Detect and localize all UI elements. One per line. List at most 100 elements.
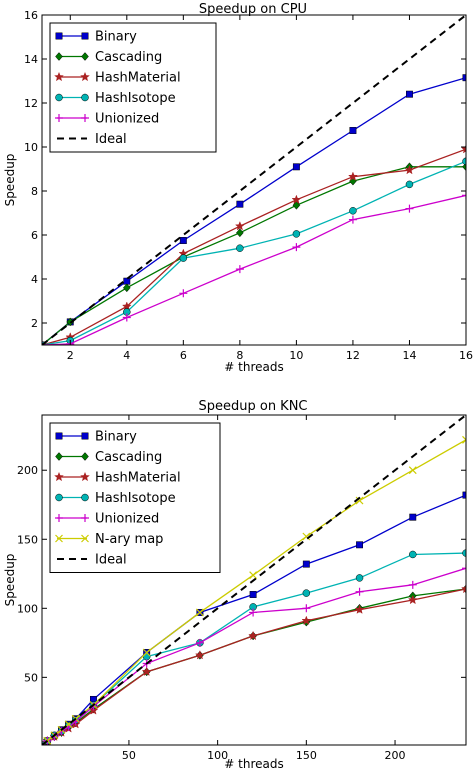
knc-speedup-chart: Speedup on KNC 50 100 150 200 50 100 150 200 #… [3,399,467,771]
data-point-unionized [462,564,466,573]
y-tick-label: 100 [17,602,38,615]
legend-item-unionized: Unionized [55,112,159,127]
legend-label: Unionized [95,112,159,127]
y-tick-label: 16 [24,9,38,22]
data-point-hashisotope [405,180,414,189]
legend-label: HashIsotope [95,91,176,106]
legend: Binary Cascading HashMaterial HashIsotope Un… [49,22,217,153]
legend-label: Cascading [95,450,162,465]
legend-marker [55,52,63,61]
x-tick-label: 8 [236,349,243,362]
series-unionized [42,191,466,345]
legend-marker [81,493,89,502]
data-point-unionized [122,313,131,322]
data-point-binary [236,200,244,208]
data-point-unionized [408,580,417,589]
y-tick-label: 50 [24,671,38,684]
legend-item-cascading: Cascading [55,450,162,465]
plot-marks [42,415,466,745]
legend-label: Cascading [95,50,162,65]
data-point-hashisotope [179,254,188,262]
data-point-hashmaterial [194,650,205,660]
series-hashmaterial [42,143,466,345]
legend-marker [81,114,89,122]
legend-marker [54,71,64,82]
y-tick-label: 6 [31,229,38,242]
data-point-unionized [249,608,258,617]
data-point-unionized [292,243,301,252]
data-point-binary [302,560,310,568]
x-tick-label: 14 [402,349,416,362]
data-point-binary [349,127,357,134]
data-point-cascading [236,228,244,238]
legend: Binary Cascading HashMaterial HashIsotope Un… [49,422,221,573]
data-point-n-ary-map [462,435,466,444]
data-point-binary [292,163,300,171]
x-ticks: 50 100 150 200 [122,415,406,762]
data-point-hashisotope [349,207,357,215]
data-point-n-ary-map [408,466,417,475]
legend-label: Ideal [95,132,127,147]
data-point-unionized [348,215,357,224]
legend-item-cascading: Cascading [55,50,162,65]
data-point-unionized [302,604,311,613]
y-ticks: 50 100 150 200 [17,464,466,684]
legend-marker [81,93,89,102]
data-point-n-ary-map [195,608,204,617]
data-point-binary [179,237,187,244]
legend-marker [55,493,63,502]
data-point-hashmaterial [347,171,358,181]
legend-item-ideal: Ideal [57,132,127,147]
y-tick-label: 14 [24,53,38,66]
legend-item-hashmaterial: HashMaterial [54,71,181,86]
legend-item-hashmaterial: HashMaterial [54,471,181,486]
x-tick-label: 16 [459,349,473,362]
data-point-unionized [405,204,414,213]
legend-marker [81,514,89,522]
legend-box [49,22,217,153]
data-point-hashisotope [462,157,466,166]
legend-item-hashisotope: HashIsotope [55,491,176,506]
data-point-hashmaterial [234,220,245,231]
legend-marker [55,114,63,122]
data-point-hashmaterial [301,615,312,625]
x-axis-label: # threads [224,757,283,771]
legend-marker [55,514,63,522]
series-cascading [42,162,466,345]
x-tick-label: 200 [385,749,406,762]
legend-item-unionized: Unionized [55,512,159,527]
legend-marker [81,52,89,61]
data-point-hashmaterial [354,604,365,614]
legend-item-ideal: Ideal [57,553,127,568]
data-point-hashisotope [355,574,364,582]
data-point-unionized [195,638,204,647]
x-tick-label: 12 [346,349,360,362]
series-line-hashisotope [42,552,466,745]
series-ideal [42,415,466,745]
y-tick-label: 12 [24,97,38,110]
legend-label: Binary [95,430,137,445]
plot-frame [41,414,467,746]
legend-label: Unionized [95,512,159,527]
data-point-n-ary-map [355,496,364,505]
legend-item-n-ary-map: N-ary map [55,532,163,547]
data-point-hashmaterial [404,164,415,175]
x-tick-label: 6 [180,349,187,362]
y-tick-label: 200 [17,464,38,477]
x-tick-label: 150 [296,749,317,762]
y-axis-label: Speedup [3,154,17,207]
legend-label: HashMaterial [95,71,181,86]
x-tick-label: 2 [67,349,74,362]
data-point-n-ary-map [249,571,258,580]
data-point-hashisotope [462,549,466,557]
legend-marker [55,432,63,440]
data-point-hashisotope [292,230,301,238]
data-point-n-ary-map [142,648,151,657]
y-tick-label: 150 [17,533,38,546]
legend-marker [54,471,64,482]
data-point-unionized [355,587,364,596]
data-point-hashmaterial [291,194,302,205]
legend-marker [81,452,89,461]
legend-marker [55,534,63,543]
